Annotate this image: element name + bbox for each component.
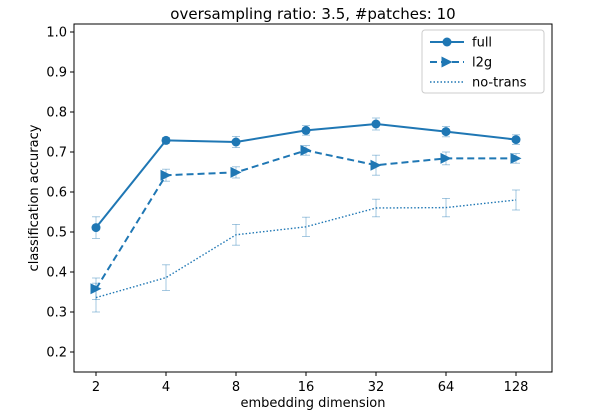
data-point (160, 169, 172, 181)
y-tick-label: 0.8 (46, 106, 67, 121)
legend-marker (442, 37, 452, 47)
plot-marks (90, 117, 522, 313)
series-full (91, 117, 521, 239)
legend-label: full (472, 36, 492, 51)
legend-label: l2g (472, 56, 492, 71)
y-tick-label: 0.3 (46, 306, 67, 321)
x-tick-label: 4 (162, 380, 170, 395)
plot-frame (73, 23, 553, 373)
legend-box (421, 29, 545, 94)
data-point (441, 127, 451, 137)
y-axis-title: classification accuracy (27, 124, 42, 271)
data-point (301, 125, 311, 135)
x-tick-label: 2 (92, 380, 100, 395)
legend-label: no-trans (472, 76, 527, 91)
y-tick-label: 0.9 (46, 66, 67, 81)
x-axis: 2 4 8 16 32 64 128 (92, 372, 529, 395)
y-tick-label: 0.7 (46, 146, 67, 161)
y-axis: 0.2 0.3 0.4 0.5 0.6 0.7 0.8 0.9 1.0 (46, 26, 74, 361)
x-tick-label: 8 (232, 380, 240, 395)
y-tick-label: 1.0 (46, 26, 67, 41)
data-point (230, 166, 242, 178)
x-tick-label: 128 (504, 380, 529, 395)
series-no-trans (92, 189, 520, 313)
data-point (370, 159, 382, 171)
data-point (510, 152, 522, 164)
x-tick-label: 16 (298, 380, 315, 395)
series-line (95, 122, 517, 229)
data-point (300, 144, 312, 156)
data-point (231, 137, 241, 147)
y-tick-label: 0.6 (46, 186, 67, 201)
y-tick-label: 0.5 (46, 226, 67, 241)
series-l2g (90, 144, 522, 301)
data-point (511, 135, 521, 145)
series-line (95, 199, 517, 299)
data-point (161, 135, 171, 145)
y-tick-label: 0.2 (46, 346, 67, 361)
legend-marker (441, 56, 453, 68)
x-axis-title: embedding dimension (241, 396, 386, 411)
x-tick-label: 64 (438, 380, 455, 395)
x-tick-label: 32 (368, 380, 385, 395)
legend: full l2g no-trans (421, 29, 545, 94)
chart-title: oversampling ratio: 3.5, #patches: 10 (170, 5, 455, 23)
y-tick-label: 0.4 (46, 266, 67, 281)
data-point (371, 119, 381, 129)
data-point (440, 152, 452, 164)
data-point (91, 223, 101, 233)
